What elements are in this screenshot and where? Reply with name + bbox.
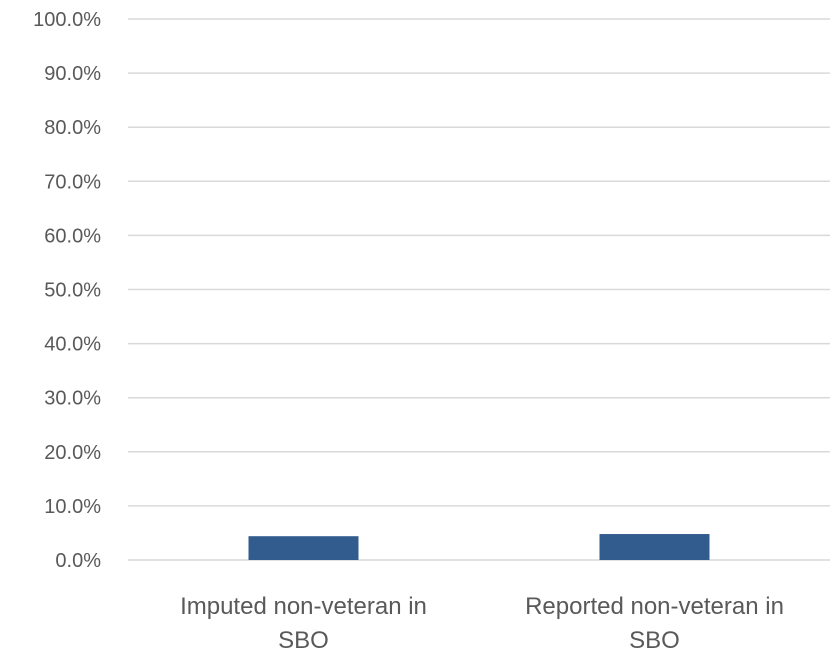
x-category-label: Imputed non-veteran in (180, 593, 427, 620)
y-tick-label: 50.0% (44, 280, 101, 302)
y-tick-label: 40.0% (44, 334, 101, 356)
y-tick-label: 90.0% (44, 63, 101, 85)
y-tick-label: 0.0% (55, 550, 101, 572)
x-axis-category-labels: Imputed non-veteran in SBO Reported non-ve… (180, 593, 784, 653)
y-tick-label: 80.0% (44, 117, 101, 139)
y-tick-label: 70.0% (44, 171, 101, 193)
y-tick-label: 20.0% (44, 442, 101, 464)
y-axis-tick-labels: 0.0% 10.0% 20.0% 30.0% 40.0% 50.0% 60.0% 70.0% 8… (33, 9, 101, 572)
x-category-label: SBO (278, 627, 329, 653)
y-tick-label: 30.0% (44, 388, 101, 410)
bar (249, 536, 359, 560)
bars (249, 534, 710, 560)
x-category-label: Reported non-veteran in (525, 593, 784, 620)
bar (600, 534, 710, 560)
y-tick-label: 100.0% (33, 9, 101, 31)
y-tick-label: 10.0% (44, 496, 101, 518)
gridlines (128, 19, 830, 560)
x-category-label: SBO (629, 627, 680, 653)
y-tick-label: 60.0% (44, 225, 101, 247)
